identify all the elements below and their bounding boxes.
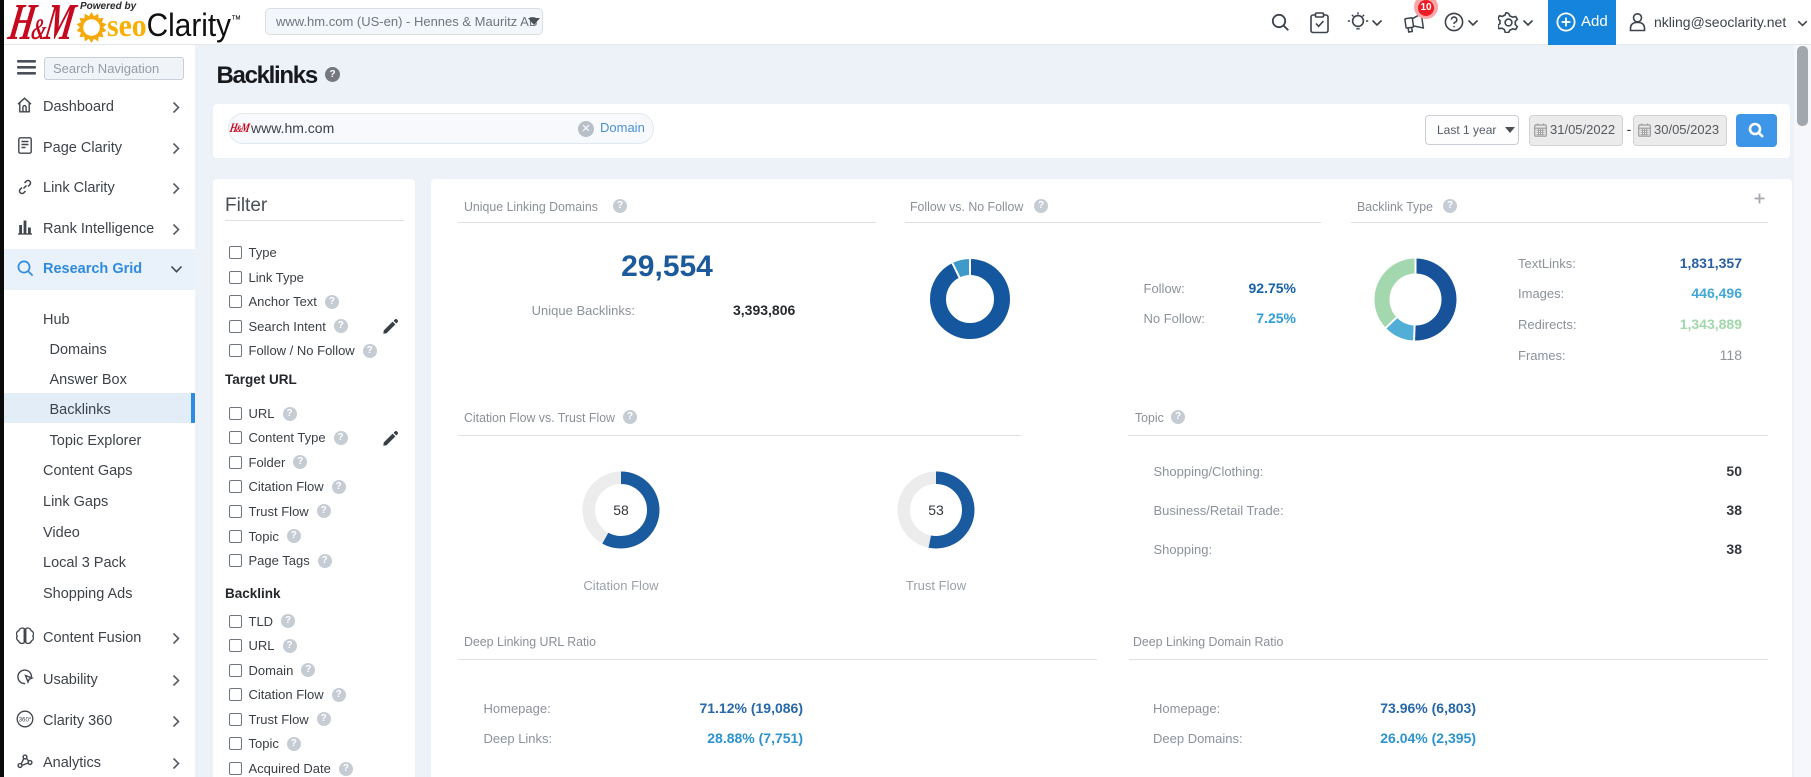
svg-text:360°: 360° (19, 716, 32, 723)
